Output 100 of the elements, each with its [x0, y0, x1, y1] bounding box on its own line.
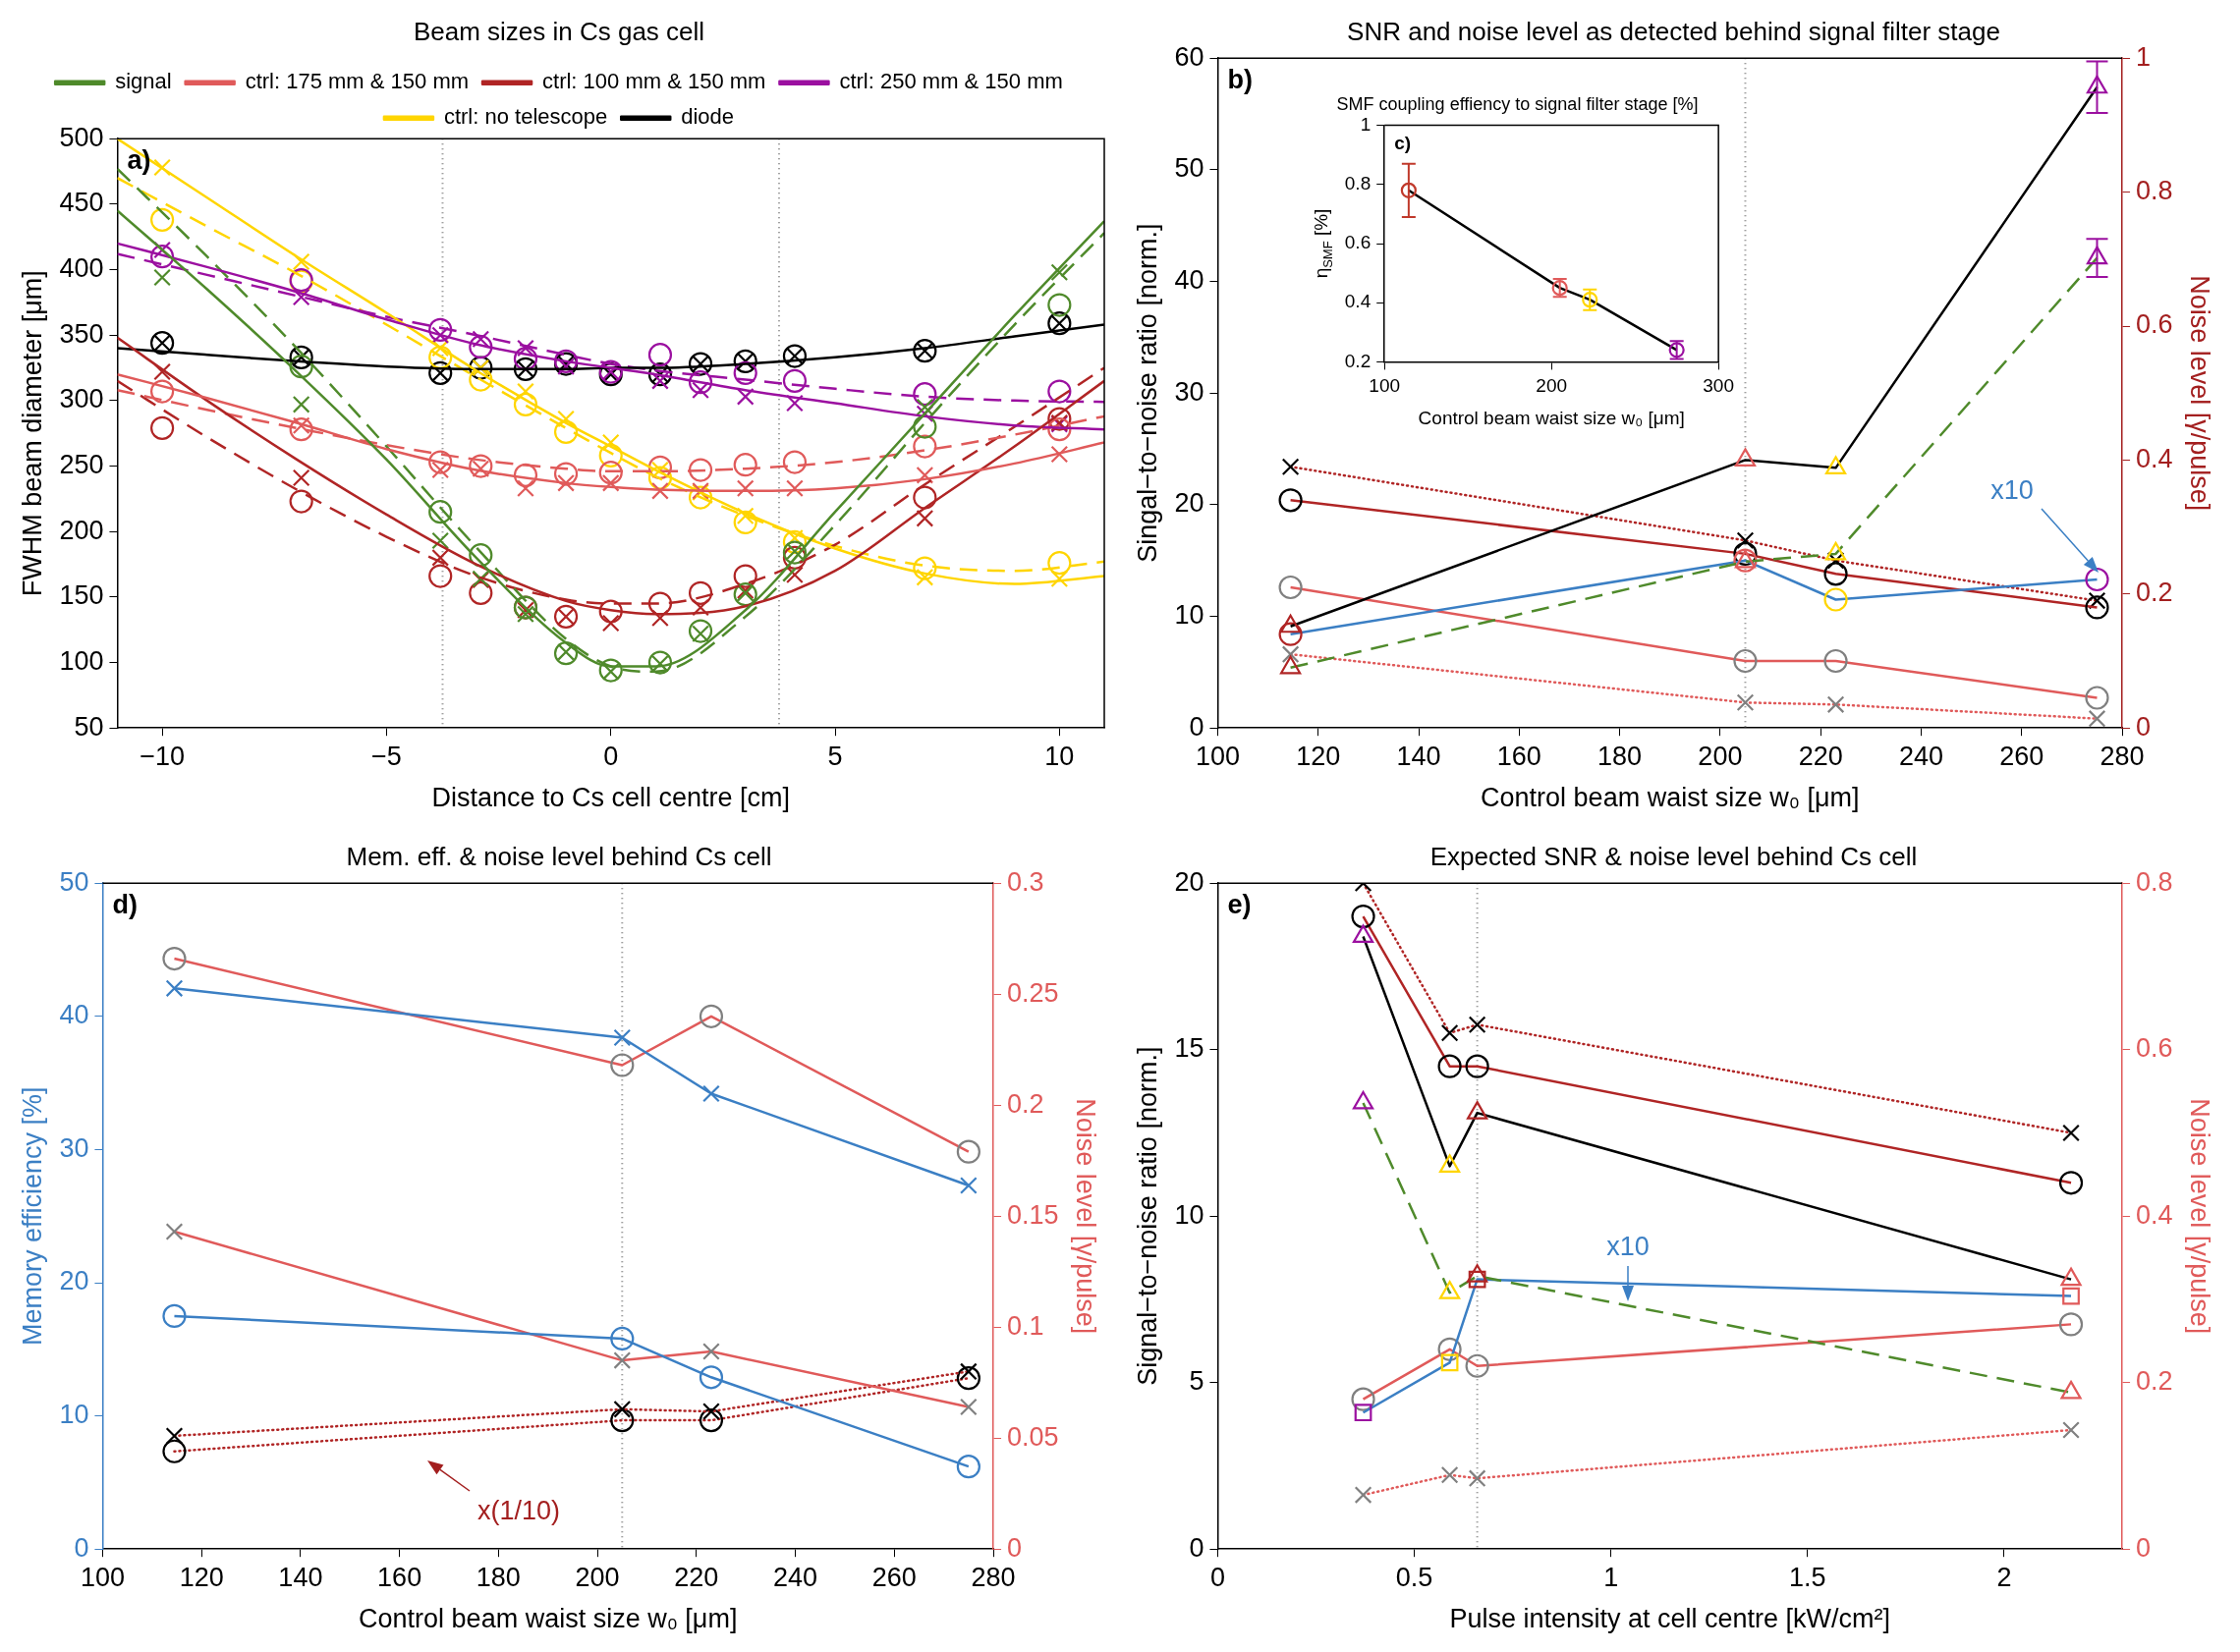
y2-tick-label: 0.6 [2136, 1033, 2173, 1064]
y-tick-label: 60 [1174, 41, 1204, 72]
y-tick-label: 200 [59, 515, 104, 545]
y2-tick-label: 0.8 [2136, 176, 2173, 206]
y-axis-title: Memory efficiency [%] [17, 1086, 47, 1346]
legend-label: ctrl: no telescope [443, 104, 608, 130]
x-axis-title: Distance to Cs cell centre [cm] [431, 783, 791, 813]
y-tick-label: 50 [59, 866, 89, 897]
legend-label: ctrl: 175 mm & 150 mm [245, 69, 470, 94]
y-axis-title: Singal−to−noise ratio [norm.] [1132, 223, 1162, 563]
x-tick-label: 1.5 [1789, 1562, 1826, 1592]
x-tick-label: 160 [1496, 741, 1541, 771]
chart-title: Mem. eff. & noise level behind Cs cell [346, 841, 772, 871]
x-axis-title: Control beam waist size w₀ [μm] [1418, 407, 1685, 428]
y-tick-label: 30 [59, 1132, 89, 1163]
y2-tick-label: 0.2 [2136, 1366, 2173, 1397]
y-tick-label: 10 [1174, 599, 1204, 630]
annotation: c) [1394, 133, 1412, 154]
y-tick-label: 0.8 [1344, 173, 1372, 194]
y-tick-label: 30 [1174, 376, 1204, 407]
x-tick-label: 240 [773, 1562, 818, 1592]
y-tick-label: 40 [59, 1000, 89, 1030]
y2-tick-label: 0.1 [1007, 1310, 1044, 1341]
x-tick-label: 180 [1597, 741, 1643, 771]
x-tick-label: 1 [1603, 1562, 1619, 1592]
y-tick-label: 1 [1360, 113, 1372, 135]
x-tick-label: 200 [1536, 375, 1568, 397]
x-tick-label: 100 [1369, 375, 1401, 397]
y-tick-label: 250 [59, 449, 104, 479]
y-tick-label: 20 [1174, 866, 1204, 897]
y2-tick-label: 0.8 [2136, 866, 2173, 897]
x-tick-label: 0 [1209, 1562, 1225, 1592]
y2-axis-title: Noise level [γ/pulse] [2185, 1098, 2215, 1335]
y2-tick-label: 0 [2136, 711, 2152, 742]
y2-tick-label: 0 [2136, 1532, 2152, 1563]
legend-label: ctrl: 250 mm & 150 mm [839, 69, 1063, 94]
y-tick-label: 500 [59, 122, 104, 152]
y-tick-label: 0.2 [1344, 350, 1372, 371]
y-tick-label: 0.6 [1344, 232, 1372, 253]
y2-tick-label: 0.25 [1007, 977, 1059, 1008]
legend-label: signal [115, 69, 172, 94]
y-tick-label: 0 [1189, 1532, 1204, 1563]
y2-tick-label: 0.3 [1007, 866, 1044, 897]
x-tick-label: −5 [371, 741, 402, 771]
x-tick-label: 10 [1044, 741, 1075, 771]
x-tick-label: 220 [1798, 741, 1843, 771]
y2-tick-label: 0 [1007, 1532, 1023, 1563]
y-tick-label: 50 [1174, 153, 1204, 184]
y2-tick-label: 0.2 [2136, 578, 2173, 608]
annotation: d) [112, 890, 138, 920]
x-axis-title: Control beam waist size w₀ [μm] [1481, 783, 1860, 813]
y-tick-label: 0.4 [1344, 291, 1372, 312]
x-tick-label: 180 [476, 1562, 521, 1592]
y2-tick-label: 0.4 [2136, 1199, 2173, 1230]
x-tick-label: 220 [674, 1562, 719, 1592]
x-tick-label: 2 [1996, 1562, 2012, 1592]
y2-tick-label: 0.15 [1007, 1199, 1059, 1230]
chart-title: Expected SNR & noise level behind Cs cell [1429, 841, 1918, 871]
x-tick-label: 280 [2100, 741, 2145, 771]
x-tick-label: 0.5 [1395, 1562, 1433, 1592]
annotation: x10 [1990, 475, 2034, 506]
y-tick-label: 20 [59, 1266, 89, 1296]
y-tick-label: 100 [59, 645, 104, 676]
y-tick-label: 350 [59, 318, 104, 349]
x-tick-label: 0 [603, 741, 619, 771]
x-tick-label: 140 [1396, 741, 1441, 771]
x-tick-label: 140 [278, 1562, 323, 1592]
y2-axis-title: Noise level [γ/pulse] [2185, 275, 2215, 512]
y-axis-title: FWHM beam diameter [μm] [17, 270, 47, 597]
annotation: x10 [1606, 1232, 1650, 1262]
y2-tick-label: 0.2 [1007, 1088, 1044, 1119]
chart-title: SNR and noise level as detected behind signal filter stage [1347, 16, 2000, 46]
y2-tick-label: 1 [2136, 41, 2152, 72]
x-tick-label: 120 [179, 1562, 224, 1592]
y2-axis-title: Noise level [γ/pulse] [1071, 1098, 1101, 1335]
x-tick-label: 200 [1698, 741, 1743, 771]
chart-title: Beam sizes in Cs gas cell [413, 16, 705, 46]
x-tick-label: 200 [575, 1562, 620, 1592]
x-tick-label: 160 [377, 1562, 422, 1592]
x-axis-title: Pulse intensity at cell centre [kW/cm²] [1449, 1604, 1891, 1634]
y-tick-label: 10 [59, 1400, 89, 1430]
y-tick-label: 5 [1189, 1366, 1204, 1397]
x-tick-label: −10 [140, 741, 186, 771]
y-tick-label: 0 [1189, 711, 1204, 742]
annotation: e) [1227, 890, 1252, 920]
x-tick-label: 5 [827, 741, 843, 771]
y-tick-label: 50 [74, 711, 104, 742]
annotation: b) [1227, 65, 1253, 95]
y-tick-label: 450 [59, 188, 104, 218]
y-tick-label: 40 [1174, 264, 1204, 295]
y-tick-label: 150 [59, 580, 104, 611]
annotation: x(1/10) [476, 1496, 561, 1526]
x-tick-label: 300 [1703, 375, 1734, 397]
y-axis-title: ηSMF [%] [1310, 208, 1335, 279]
annotation: a) [127, 145, 151, 176]
chart-title: SMF coupling effiency to signal filter stage [%] [1336, 93, 1699, 114]
y-axis-title: Signal−to−noise ratio [norm.] [1132, 1046, 1162, 1386]
y-tick-label: 15 [1174, 1033, 1204, 1064]
y-tick-label: 400 [59, 252, 104, 283]
x-tick-label: 240 [1898, 741, 1944, 771]
